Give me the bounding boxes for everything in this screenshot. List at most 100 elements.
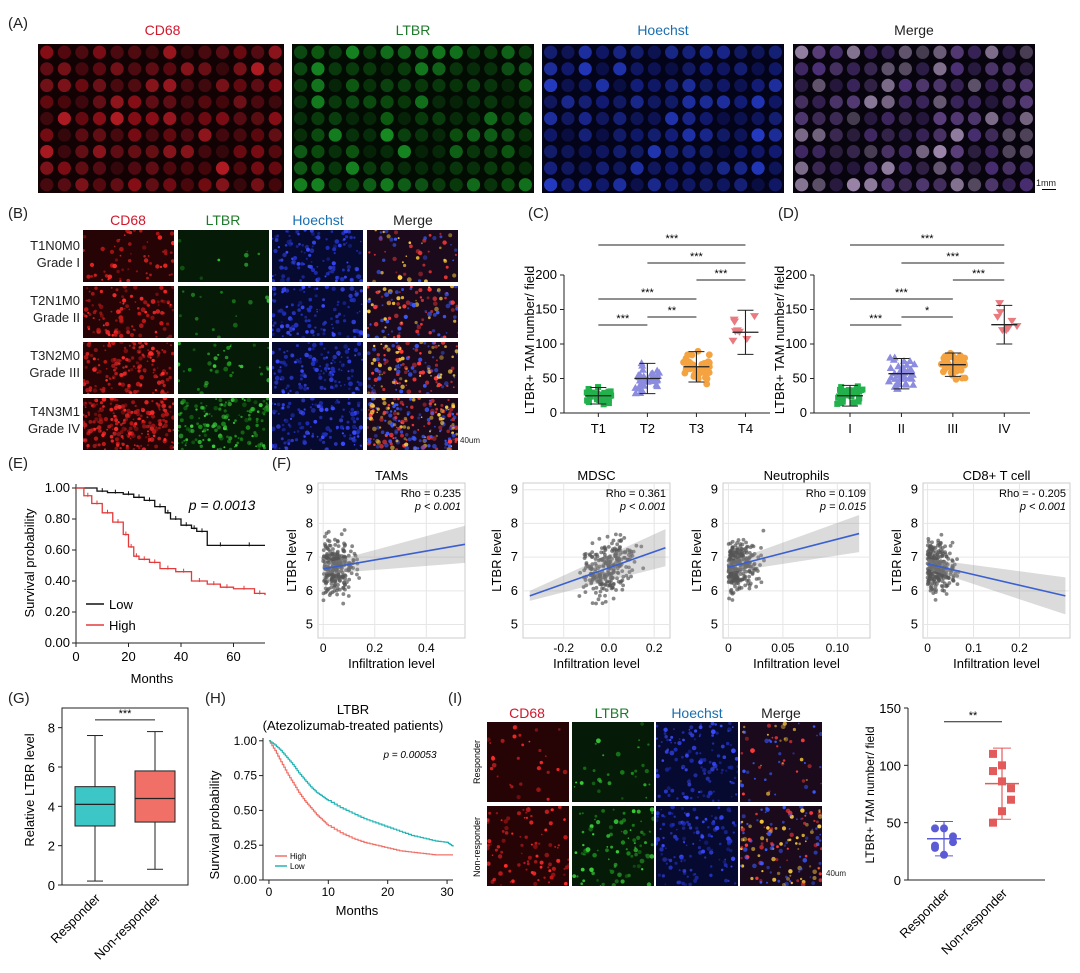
cell-dot xyxy=(656,815,659,818)
cell-dot xyxy=(674,757,678,762)
cell-dot xyxy=(687,822,691,827)
fit-line xyxy=(323,543,466,570)
tissue-core xyxy=(449,161,463,175)
cell-dot xyxy=(699,790,703,794)
x-tick-label: 0.2 xyxy=(1011,641,1028,655)
cell-dot xyxy=(506,816,511,821)
cell-dot xyxy=(434,368,439,373)
data-point xyxy=(618,533,623,537)
data-point xyxy=(626,576,631,581)
cell-dot xyxy=(716,754,721,758)
cell-dot xyxy=(781,762,784,765)
cell-dot xyxy=(746,822,749,826)
cell-dot xyxy=(234,419,237,422)
cell-dot xyxy=(105,367,108,370)
tissue-core xyxy=(734,45,748,59)
cell-dot xyxy=(96,403,98,406)
x-tick-label: 0.2 xyxy=(646,641,663,655)
cell-dot xyxy=(87,311,90,314)
cell-dot xyxy=(650,843,654,847)
data-point xyxy=(926,539,931,544)
tissue-core xyxy=(345,45,360,59)
cell-dot xyxy=(301,286,306,290)
cell-dot xyxy=(368,409,370,411)
cell-dot xyxy=(453,376,456,379)
cell-dot xyxy=(432,444,437,449)
subplot-title: TAMs xyxy=(375,468,408,483)
data-point xyxy=(751,553,755,558)
cell-dot xyxy=(538,748,542,753)
cell-dot xyxy=(558,728,561,731)
cell-dot xyxy=(110,287,113,289)
cell-dot xyxy=(519,782,523,786)
cell-dot xyxy=(248,410,251,413)
tissue-core xyxy=(1019,144,1033,159)
panel-i-tile xyxy=(572,722,654,802)
cell-dot xyxy=(360,303,363,305)
cell-dot xyxy=(230,343,232,346)
tissue-core xyxy=(110,62,124,76)
cell-dot xyxy=(741,864,745,868)
cell-dot xyxy=(115,422,119,426)
cell-dot xyxy=(697,796,699,799)
cell-dot xyxy=(437,333,441,337)
cell-dot xyxy=(526,860,530,863)
cell-dot xyxy=(665,847,667,849)
cell-dot xyxy=(575,781,578,784)
data-point xyxy=(581,585,586,589)
cell-dot xyxy=(694,729,698,733)
cell-dot xyxy=(195,332,198,336)
cell-dot xyxy=(272,313,276,318)
data-point xyxy=(597,593,602,598)
cell-dot xyxy=(629,829,632,831)
cell-dot xyxy=(319,365,321,368)
cell-dot xyxy=(417,361,422,366)
data-point xyxy=(601,394,608,401)
cell-dot xyxy=(214,428,218,433)
tissue-core xyxy=(716,178,731,192)
cell-dot xyxy=(140,414,143,417)
tissue-core xyxy=(251,161,265,175)
data-point xyxy=(610,576,615,580)
data-point xyxy=(602,399,609,406)
cell-dot xyxy=(281,407,285,410)
cell-dot xyxy=(224,415,228,420)
tissue-core xyxy=(795,45,809,59)
cell-dot xyxy=(322,372,325,375)
cell-dot xyxy=(325,365,329,370)
tissue-core xyxy=(415,45,429,59)
cell-dot xyxy=(205,404,208,407)
cell-dot xyxy=(276,402,281,407)
cell-dot xyxy=(789,832,794,837)
data-point xyxy=(894,362,903,370)
data-point xyxy=(738,572,743,577)
tissue-core xyxy=(449,111,463,126)
cell-dot xyxy=(688,826,693,830)
tissue-core xyxy=(916,128,930,142)
cell-dot xyxy=(119,333,124,338)
cell-dot xyxy=(104,349,107,352)
cell-dot xyxy=(113,332,118,337)
cell-dot xyxy=(353,444,356,446)
data-point xyxy=(951,565,955,570)
cell-dot xyxy=(297,421,302,426)
tissue-core xyxy=(415,111,429,126)
cell-dot xyxy=(335,319,340,324)
cell-dot xyxy=(108,342,111,344)
cell-dot xyxy=(182,290,185,293)
cell-dot xyxy=(720,744,725,749)
data-point xyxy=(632,559,637,564)
tissue-core xyxy=(898,95,912,109)
cell-dot xyxy=(206,423,210,428)
tissue-core xyxy=(544,144,558,159)
tissue-core xyxy=(57,161,71,175)
cell-dot xyxy=(766,881,768,884)
cell-dot xyxy=(112,293,117,298)
tissue-core xyxy=(233,161,247,175)
cell-dot xyxy=(790,881,793,885)
tissue-core xyxy=(233,178,247,192)
tissue-core xyxy=(92,144,107,159)
tissue-core xyxy=(484,95,498,109)
data-point xyxy=(929,584,934,589)
cell-dot xyxy=(203,410,206,413)
